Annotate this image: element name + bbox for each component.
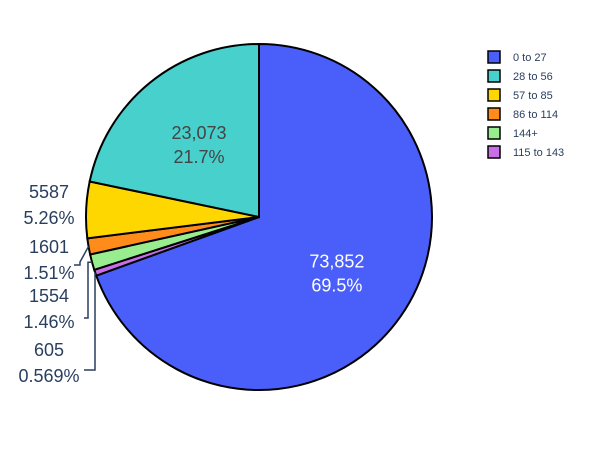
pie-slice-0-to-27 [94, 42, 433, 391]
slice-value-label-144plus: 1554 [29, 286, 69, 306]
pie-slice-28-to-56 [88, 42, 260, 219]
slice-percent-label-115-to-143: 0.569% [18, 366, 79, 386]
slice-value-label-115-to-143: 605 [34, 340, 64, 360]
slice-value-label-57-to-85: 5587 [29, 182, 69, 202]
legend-item-57-to-85[interactable]: 57 to 85 [487, 88, 553, 102]
slice-percent-label-86-to-114: 1.51% [23, 263, 74, 283]
slice-percent-label-28-to-56: 21.7% [173, 147, 224, 167]
legend-label-57-to-85: 57 to 85 [513, 90, 553, 102]
legend-swatch-0-to-27 [487, 50, 501, 64]
slice-labels: 73,852 69.5% 605 0.569% 1554 1.46% 1601 1.51% 55… [18, 123, 364, 386]
legend-label-144plus: 144+ [513, 128, 538, 140]
slice-value-label-86-to-114: 1601 [29, 237, 69, 257]
legend-label-86-to-114: 86 to 114 [513, 109, 558, 121]
slice-percent-label-57-to-85: 5.26% [23, 208, 74, 228]
legend: 0 to 27 28 to 56 57 to 85 86 to 114 144+ 115 … [487, 50, 564, 159]
legend-item-144plus[interactable]: 144+ [487, 126, 538, 140]
leader-line-144plus [84, 261, 93, 319]
legend-item-86-to-114[interactable]: 86 to 114 [487, 107, 558, 121]
legend-label-115-to-143: 115 to 143 [513, 147, 564, 159]
legend-swatch-144plus [487, 126, 501, 140]
slice-percent-label-0-to-27: 69.5% [311, 276, 362, 296]
slice-value-label-0-to-27: 73,852 [309, 252, 364, 272]
legend-item-0-to-27[interactable]: 0 to 27 [487, 50, 547, 64]
leader-line-86-to-114 [74, 246, 90, 266]
slice-value-label-28-to-56: 23,073 [171, 123, 226, 143]
pie-slices [85, 42, 433, 391]
leader-line-115-to-143 [84, 271, 96, 371]
legend-swatch-86-to-114 [487, 107, 501, 121]
legend-swatch-57-to-85 [487, 88, 501, 102]
legend-item-115-to-143[interactable]: 115 to 143 [487, 145, 564, 159]
legend-swatch-28-to-56 [487, 69, 501, 83]
slice-percent-label-144plus: 1.46% [23, 312, 74, 332]
legend-label-0-to-27: 0 to 27 [513, 52, 547, 64]
legend-label-28-to-56: 28 to 56 [513, 71, 553, 83]
leader-lines [74, 246, 96, 371]
legend-swatch-115-to-143 [487, 145, 501, 159]
legend-item-28-to-56[interactable]: 28 to 56 [487, 69, 553, 83]
